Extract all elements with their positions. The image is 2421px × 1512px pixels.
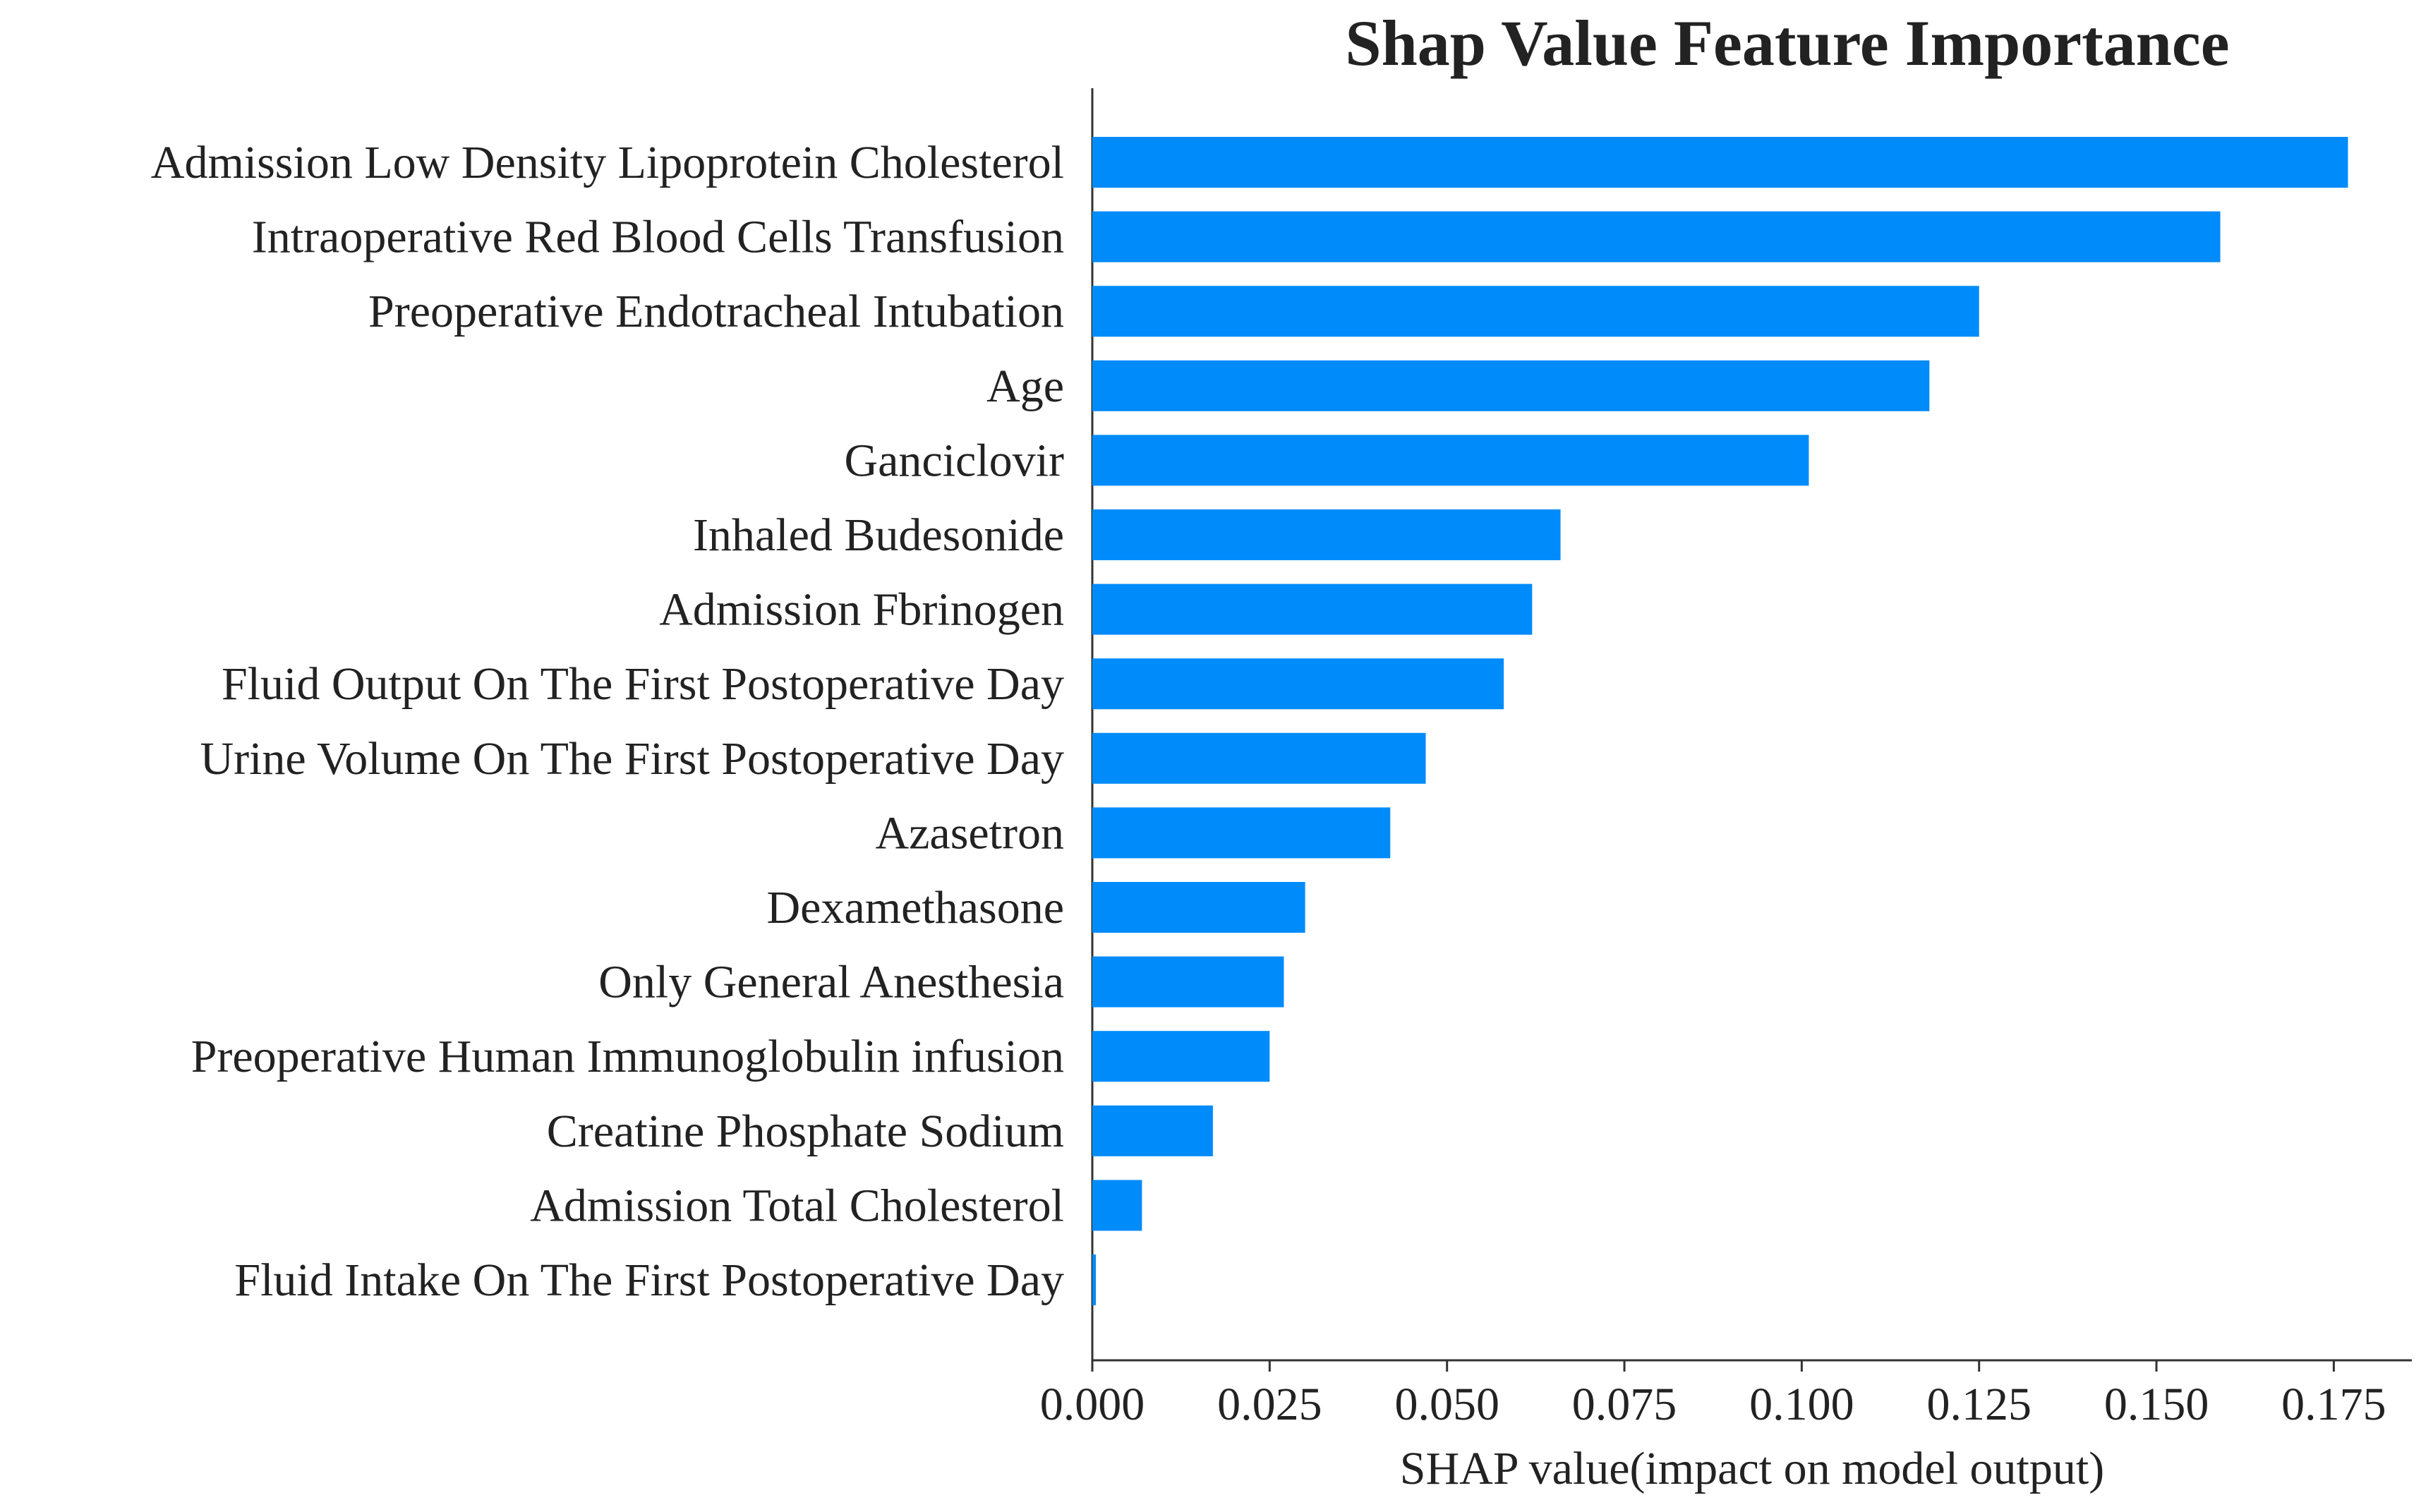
y-tick-label: Preoperative Human Immunoglobulin infusi…	[191, 1031, 1064, 1082]
bar	[1092, 1254, 1097, 1305]
bar	[1092, 658, 1504, 710]
x-tick-label: 0.050	[1394, 1379, 1499, 1430]
y-tick-label: Fluid Output On The First Postoperative …	[222, 658, 1064, 710]
y-tick-label: Admission Total Cholesterol	[530, 1180, 1064, 1231]
y-tick-label: Fluid Intake On The First Postoperative …	[234, 1254, 1064, 1306]
bar	[1092, 435, 1809, 486]
y-tick-label: Admission Fbrinogen	[659, 584, 1064, 636]
bar	[1092, 1031, 1270, 1082]
bar	[1092, 583, 1533, 635]
y-tick-label: Urine Volume On The First Postoperative …	[200, 733, 1064, 785]
chart-title: Shap Value Feature Importance	[1345, 7, 2229, 79]
y-tick-label: Intraoperative Red Blood Cells Transfusi…	[252, 212, 1064, 263]
y-tick-label: Inhaled Budesonide	[693, 509, 1064, 561]
x-ticks: 0.000 0.025 0.050 0.075 0.100 0.125 0.150 0.175	[1040, 1360, 2386, 1430]
y-tick-label: Admission Low Density Lipoprotein Choles…	[151, 137, 1064, 188]
bar	[1092, 1105, 1213, 1156]
bar	[1092, 732, 1426, 784]
x-tick-label: 0.150	[2104, 1379, 2209, 1430]
y-tick-label: Azasetron	[875, 807, 1064, 859]
y-tick-label: Preoperative Endotracheal Intubation	[368, 286, 1064, 337]
bar	[1092, 1180, 1142, 1231]
x-tick-label: 0.075	[1572, 1379, 1677, 1430]
y-tick-labels: Admission Low Density Lipoprotein Choles…	[151, 137, 1064, 1306]
y-tick-label: Only General Anesthesia	[598, 957, 1064, 1008]
bar	[1092, 807, 1391, 859]
x-tick-label: 0.175	[2281, 1379, 2386, 1430]
x-axis-label: SHAP value(impact on model output)	[1400, 1443, 2104, 1494]
x-tick-label: 0.125	[1926, 1379, 2031, 1430]
y-tick-label: Age	[986, 361, 1064, 412]
bar	[1092, 211, 2221, 262]
bar	[1092, 286, 1979, 337]
bar	[1092, 360, 1930, 411]
bar	[1092, 882, 1305, 933]
x-tick-label: 0.100	[1749, 1379, 1854, 1430]
bar	[1092, 956, 1284, 1008]
bars-group	[1092, 137, 2348, 1305]
y-tick-label: Dexamethasone	[767, 882, 1065, 933]
x-tick-label: 0.025	[1217, 1379, 1322, 1430]
y-tick-label: Ganciclovir	[844, 435, 1064, 486]
bar	[1092, 137, 2348, 188]
bar	[1092, 509, 1561, 560]
x-tick-label: 0.000	[1040, 1379, 1145, 1430]
y-tick-label: Creatine Phosphate Sodium	[547, 1106, 1064, 1157]
